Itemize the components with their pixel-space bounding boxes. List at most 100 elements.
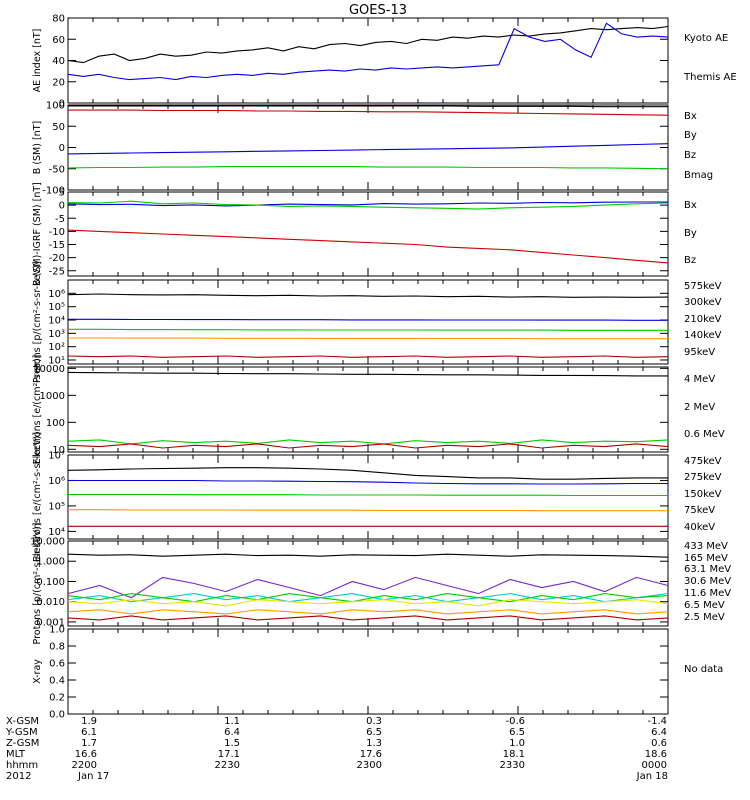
- ephemeris-value: 2230: [215, 760, 240, 771]
- legend-entry: 63.1 MeV: [684, 564, 731, 575]
- ephemeris-row-label: hhmm: [6, 760, 38, 771]
- ephemeris-value: 1.9: [81, 716, 97, 727]
- ephemeris-row-label: Y-GSM: [5, 727, 38, 738]
- y-tick-label: 10⁵: [48, 302, 65, 313]
- y-tick-label: 10¹: [48, 356, 65, 367]
- y-tick-label: -100: [42, 186, 65, 197]
- y-tick-label: 80: [52, 14, 65, 25]
- ephemeris-value: 18.1: [503, 749, 525, 760]
- legend-entry: 6.5 MeV: [684, 600, 725, 611]
- legend-entry: Bz: [684, 150, 696, 161]
- legend-entry: Bmag: [684, 170, 713, 181]
- y-tick-label: 40: [52, 56, 65, 67]
- legend-entry: 300keV: [684, 297, 722, 308]
- ephemeris-value: 6.5: [509, 727, 525, 738]
- ephemeris-value: 6.4: [224, 727, 240, 738]
- y-tick-label: 100: [46, 418, 65, 429]
- ephemeris-row-label: MLT: [6, 749, 26, 760]
- panel-frame: [67, 366, 669, 453]
- series-line-Kyoto-AE: [67, 22, 669, 81]
- y-tick-label: -5: [55, 214, 65, 225]
- y-tick-label: 0.100: [36, 577, 65, 588]
- ephemeris-value: 0.6: [651, 738, 667, 749]
- y-tick-label: 0.2: [49, 693, 65, 704]
- series-line-75keV: [68, 479, 668, 485]
- y-tick-label: -25: [49, 266, 65, 277]
- ephemeris-value: 1.7: [81, 738, 97, 749]
- y-tick-label: -50: [49, 164, 65, 175]
- y-tick-label: 10⁴: [48, 316, 65, 327]
- series-line-11-6-MeV: [67, 593, 669, 603]
- ephemeris-value: -1.4: [647, 716, 667, 727]
- y-axis-label: B (SM) [nT]: [32, 121, 43, 174]
- y-axis-label: AE index [nT]: [32, 29, 43, 93]
- series-line-By: [67, 166, 669, 170]
- legend-entry: 575keV: [684, 281, 722, 292]
- y-tick-label: 0.4: [49, 676, 65, 687]
- y-tick-label: 10.000: [30, 537, 65, 548]
- y-tick-label: 0.0: [49, 710, 65, 721]
- series-line-0-6-MeV: [67, 371, 668, 377]
- series-line-2-5-MeV: [67, 553, 669, 558]
- y-tick-label: 0.010: [36, 597, 65, 608]
- y-tick-label: 1000: [40, 391, 65, 402]
- legend-entry: Bx: [684, 200, 697, 211]
- legend-entry: Bz: [684, 255, 696, 266]
- y-axis-label: Electrons [e/(cm²-s-sr-keV)]: [32, 432, 43, 562]
- legend-entry: 140keV: [684, 330, 722, 341]
- ephemeris-value: 17.1: [218, 749, 240, 760]
- series-line-300keV: [68, 337, 668, 340]
- y-axis-label: Electrons [e/(cm²-s-sr)]: [32, 355, 43, 465]
- series-line-By: [67, 200, 669, 210]
- y-tick-label: 10⁷: [48, 451, 65, 462]
- legend-entry: 75keV: [684, 505, 715, 516]
- legend-entry: 275keV: [684, 472, 722, 483]
- y-tick-label: 10⁴: [48, 527, 65, 538]
- ephemeris-value: 0.3: [366, 716, 382, 727]
- legend-entry: By: [684, 228, 697, 239]
- y-tick-label: 20: [52, 77, 65, 88]
- legend-entry: 30.6 MeV: [684, 576, 731, 587]
- series-line-6-5-MeV: [67, 576, 669, 599]
- legend-entry: Themis AE: [683, 72, 737, 83]
- ephemeris-value: 6.5: [366, 727, 382, 738]
- ephemeris-value: 2300: [357, 760, 382, 771]
- ephemeris-value: Jan 17: [77, 771, 109, 782]
- legend-entry: 40keV: [684, 522, 715, 533]
- legend-entry: 165 MeV: [684, 553, 728, 564]
- series-line-Bz: [67, 229, 669, 264]
- legend-entry: 0.6 MeV: [684, 429, 725, 440]
- panel-frame: [67, 104, 669, 191]
- legend-entry: 150keV: [684, 489, 722, 500]
- y-axis-label: B (SM)-IGRF (SM) [nT]: [32, 182, 43, 286]
- y-tick-label: -10: [49, 227, 65, 238]
- ephemeris-value: 6.4: [651, 727, 667, 738]
- y-tick-label: 0.8: [49, 642, 65, 653]
- y-tick-label: 100: [46, 101, 65, 112]
- y-tick-label: -15: [49, 240, 65, 251]
- legend-entry: 475keV: [684, 456, 722, 467]
- series-line-433-MeV: [67, 615, 669, 621]
- y-axis-label: Protons [p/(cm²-s-sr-keV)]: [32, 261, 43, 383]
- series-line-2-MeV: [67, 439, 669, 445]
- ephemeris-value: 18.6: [645, 749, 667, 760]
- legend-entry: Kyoto AE: [684, 33, 728, 44]
- y-tick-label: 10⁶: [48, 289, 65, 300]
- y-tick-label: 60: [52, 35, 65, 46]
- ephemeris-value: 2330: [500, 760, 525, 771]
- ephemeris-row-label: X-GSM: [6, 716, 39, 727]
- series-line-165-MeV: [67, 609, 669, 615]
- ephemeris-value: 1.3: [366, 738, 382, 749]
- ephemeris-value: 16.6: [75, 749, 97, 760]
- legend-entry: No data: [684, 664, 723, 675]
- y-tick-label: 50: [52, 122, 65, 133]
- legend-entry: 11.6 MeV: [684, 588, 731, 599]
- y-axis-label: Protons [p/(cm²-s-sr-keV)]: [32, 523, 43, 645]
- y-tick-label: 0.6: [49, 659, 65, 670]
- y-tick-label: -20: [49, 253, 65, 264]
- series-line-63-1-MeV: [67, 599, 669, 607]
- legend-entry: Bx: [684, 111, 697, 122]
- ephemeris-row-label: 2012: [6, 771, 31, 782]
